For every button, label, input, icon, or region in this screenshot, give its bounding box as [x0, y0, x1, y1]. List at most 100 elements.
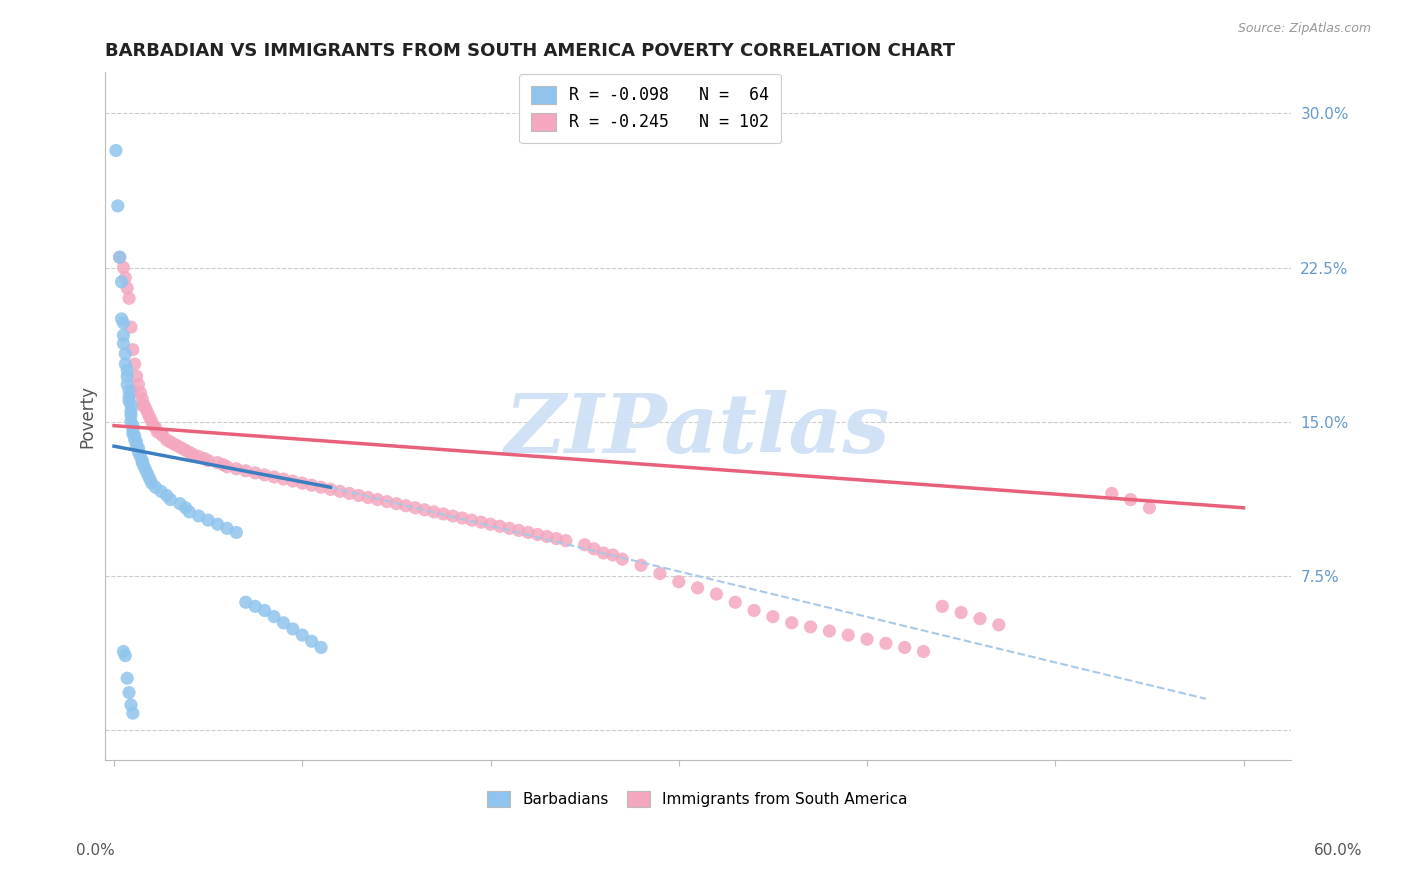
Point: [118, 685, 141, 699]
Point: [112, 316, 135, 330]
Point: [893, 640, 915, 655]
Point: [124, 433, 146, 447]
Point: [115, 363, 138, 377]
Point: [118, 394, 141, 409]
Point: [146, 425, 169, 439]
Point: [526, 527, 548, 541]
Point: [780, 615, 803, 630]
Point: [174, 500, 197, 515]
Point: [114, 648, 136, 663]
Point: [179, 445, 201, 459]
Point: [912, 644, 935, 658]
Point: [215, 459, 238, 474]
Text: 0.0%: 0.0%: [76, 843, 115, 858]
Point: [136, 406, 159, 420]
Point: [121, 706, 143, 720]
Point: [141, 415, 163, 429]
Point: [187, 450, 209, 464]
Point: [225, 525, 247, 540]
Point: [120, 698, 142, 712]
Point: [273, 472, 295, 486]
Point: [574, 538, 596, 552]
Point: [145, 480, 167, 494]
Point: [385, 497, 408, 511]
Point: [498, 521, 520, 535]
Point: [253, 467, 276, 482]
Point: [583, 541, 606, 556]
Point: [107, 199, 129, 213]
Point: [114, 270, 136, 285]
Point: [686, 581, 709, 595]
Point: [163, 437, 186, 451]
Text: 60.0%: 60.0%: [1315, 843, 1362, 858]
Point: [108, 250, 131, 264]
Point: [207, 456, 229, 470]
Point: [950, 606, 973, 620]
Point: [969, 612, 991, 626]
Point: [281, 622, 304, 636]
Point: [131, 456, 153, 470]
Point: [367, 492, 389, 507]
Point: [131, 398, 153, 412]
Text: BARBADIAN VS IMMIGRANTS FROM SOUTH AMERICA POVERTY CORRELATION CHART: BARBADIAN VS IMMIGRANTS FROM SOUTH AMERI…: [104, 42, 955, 60]
Point: [127, 442, 149, 456]
Point: [179, 505, 201, 519]
Point: [193, 451, 215, 466]
Point: [235, 464, 257, 478]
Point: [136, 467, 159, 482]
Point: [108, 250, 131, 264]
Point: [245, 599, 267, 614]
Point: [423, 505, 446, 519]
Point: [114, 357, 136, 371]
Point: [112, 336, 135, 351]
Point: [931, 599, 953, 614]
Point: [159, 435, 181, 450]
Point: [706, 587, 728, 601]
Point: [1119, 492, 1142, 507]
Point: [135, 402, 157, 417]
Point: [235, 595, 257, 609]
Point: [129, 385, 152, 400]
Point: [197, 513, 219, 527]
Point: [301, 478, 323, 492]
Point: [104, 144, 127, 158]
Point: [987, 617, 1010, 632]
Point: [114, 347, 136, 361]
Point: [602, 548, 624, 562]
Point: [347, 488, 370, 502]
Point: [546, 532, 568, 546]
Point: [668, 574, 690, 589]
Point: [215, 521, 238, 535]
Point: [141, 476, 163, 491]
Point: [124, 429, 146, 443]
Point: [110, 311, 132, 326]
Point: [197, 453, 219, 467]
Point: [263, 609, 285, 624]
Point: [517, 525, 540, 540]
Point: [554, 533, 576, 548]
Point: [121, 418, 143, 433]
Point: [181, 447, 204, 461]
Point: [470, 515, 492, 529]
Point: [309, 640, 332, 655]
Point: [263, 470, 285, 484]
Point: [120, 415, 142, 429]
Point: [253, 603, 276, 617]
Point: [837, 628, 859, 642]
Text: ZIPatlas: ZIPatlas: [505, 390, 890, 470]
Point: [112, 644, 135, 658]
Point: [121, 426, 143, 441]
Point: [139, 472, 162, 486]
Point: [460, 513, 482, 527]
Point: [818, 624, 841, 638]
Point: [115, 281, 138, 295]
Point: [120, 409, 142, 423]
Point: [127, 445, 149, 459]
Legend: Barbadians, Immigrants from South America: Barbadians, Immigrants from South Americ…: [479, 783, 915, 814]
Point: [170, 442, 193, 456]
Point: [125, 435, 148, 450]
Point: [799, 620, 821, 634]
Point: [169, 497, 191, 511]
Point: [212, 458, 235, 472]
Point: [856, 632, 879, 647]
